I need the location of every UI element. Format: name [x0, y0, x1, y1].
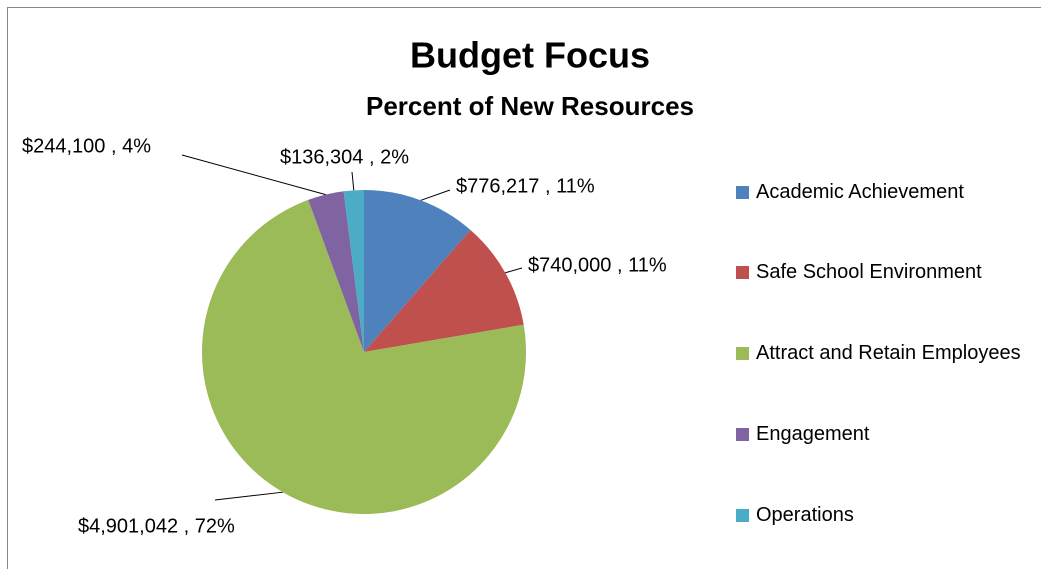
legend-label: Safe School Environment [756, 261, 982, 283]
leader-line [420, 189, 451, 201]
legend-entry: Engagement [736, 419, 1026, 449]
legend-label: Attract and Retain Employees [756, 342, 1021, 364]
data-label: $136,304 , 2% [280, 146, 409, 168]
chart-subtitle: Percent of New Resources [366, 91, 694, 121]
pie-slice [202, 199, 527, 514]
legend-entry: Operations [736, 500, 1026, 530]
legend-entry: Safe School Environment [736, 257, 1026, 287]
legend-entry: Attract and Retain Employees [736, 338, 1026, 368]
chart-border [7, 7, 1041, 569]
pie-slice [343, 190, 364, 352]
legend-label: Academic Achievement [756, 181, 964, 203]
pie-slice [364, 229, 524, 352]
legend-swatch [736, 186, 749, 199]
data-label: $776,217 , 11% [456, 175, 595, 197]
legend-swatch [736, 509, 749, 522]
data-label: $4,901,042 , 72% [78, 515, 235, 537]
leader-line [505, 267, 523, 274]
data-label: $740,000 , 11% [528, 254, 667, 276]
chart-title: Budget Focus [410, 35, 650, 76]
leader-line [351, 171, 355, 191]
leader-line [181, 154, 326, 196]
leader-line [214, 491, 283, 501]
pie-slice [364, 190, 471, 352]
legend-label: Operations [756, 504, 854, 526]
legend-entry: Academic Achievement [736, 177, 1026, 207]
legend-swatch [736, 347, 749, 360]
data-label: $244,100 , 4% [22, 135, 151, 157]
pie-slice [308, 191, 364, 352]
legend-label: Engagement [756, 423, 870, 445]
legend-swatch [736, 428, 749, 441]
legend-swatch [736, 266, 749, 279]
